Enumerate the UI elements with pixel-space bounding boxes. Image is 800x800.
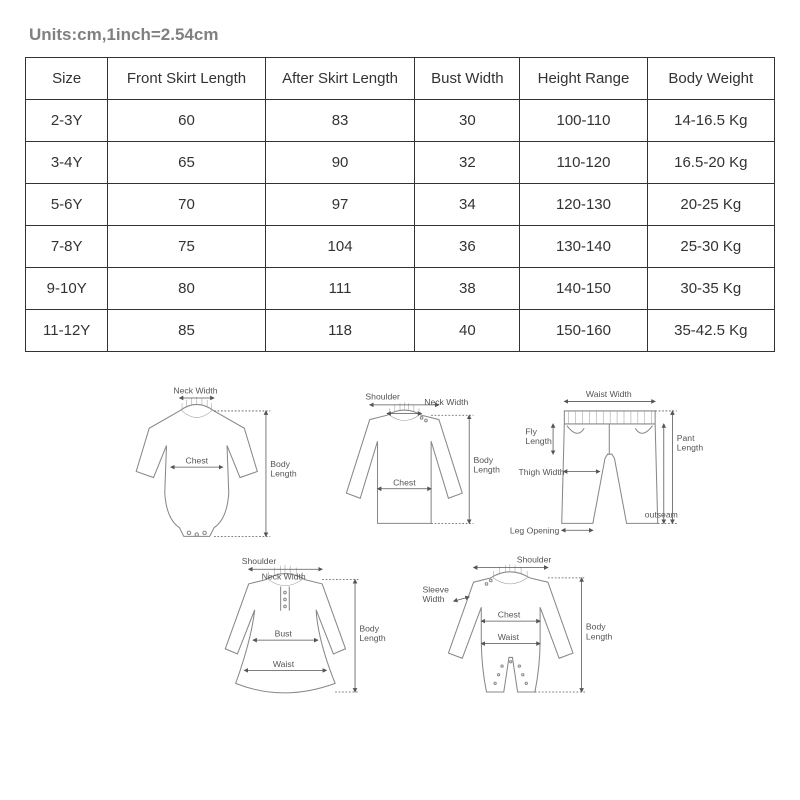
lbl-shoulder: Shoulder bbox=[365, 392, 400, 402]
table-row: 3-4Y659032110-12016.5-20 Kg bbox=[26, 142, 775, 184]
lbl-chest-3: Chest bbox=[498, 610, 521, 620]
romper-diagram: Shoulder SleeveWidth Chest Waist BodyLen… bbox=[422, 554, 612, 692]
cell: 60 bbox=[108, 100, 265, 142]
svg-text:BodyLength: BodyLength bbox=[359, 623, 386, 643]
cell: 104 bbox=[265, 226, 415, 268]
th-size: Size bbox=[26, 58, 108, 100]
lbl-outseam: outseam bbox=[645, 509, 678, 519]
cell: 100-110 bbox=[520, 100, 647, 142]
cell: 3-4Y bbox=[26, 142, 108, 184]
cell: 120-130 bbox=[520, 184, 647, 226]
size-chart-table: Size Front Skirt Length After Skirt Leng… bbox=[25, 57, 775, 352]
lbl-shoulder-2: Shoulder bbox=[242, 556, 277, 566]
lbl-chest: Chest bbox=[186, 456, 209, 466]
units-header: Units:cm,1inch=2.54cm bbox=[29, 25, 775, 45]
svg-text:BodyLength: BodyLength bbox=[586, 622, 613, 642]
cell: 35-42.5 Kg bbox=[647, 310, 774, 352]
pants-diagram: Waist Width FlyLength Thigh Width Leg Op… bbox=[510, 389, 704, 536]
lbl-bust: Bust bbox=[275, 629, 293, 639]
cell: 36 bbox=[415, 226, 520, 268]
svg-text:BodyLength: BodyLength bbox=[474, 455, 501, 475]
table-row: 7-8Y7510436130-14025-30 Kg bbox=[26, 226, 775, 268]
th-body-weight: Body Weight bbox=[647, 58, 774, 100]
cell: 30 bbox=[415, 100, 520, 142]
lbl-waist-2: Waist bbox=[498, 632, 520, 642]
cell: 11-12Y bbox=[26, 310, 108, 352]
tee-diagram: Shoulder Neck Width Chest BodyLength bbox=[346, 392, 500, 524]
lbl-chest-2: Chest bbox=[393, 477, 416, 487]
lbl-thigh: Thigh Width bbox=[518, 467, 564, 477]
cell: 80 bbox=[108, 268, 265, 310]
th-height-range: Height Range bbox=[520, 58, 647, 100]
cell: 9-10Y bbox=[26, 268, 108, 310]
cell: 110-120 bbox=[520, 142, 647, 184]
table-row: 11-12Y8511840150-16035-42.5 Kg bbox=[26, 310, 775, 352]
lbl-length: Length bbox=[270, 469, 297, 479]
bodysuit-diagram: Neck Width Chest BodyLength bbox=[136, 386, 297, 537]
svg-text:SleeveWidth: SleeveWidth bbox=[422, 585, 449, 605]
size-chart-body: 2-3Y608330100-11014-16.5 Kg3-4Y659032110… bbox=[26, 100, 775, 352]
th-bust-width: Bust Width bbox=[415, 58, 520, 100]
cell: 150-160 bbox=[520, 310, 647, 352]
cell: 40 bbox=[415, 310, 520, 352]
table-row: 2-3Y608330100-11014-16.5 Kg bbox=[26, 100, 775, 142]
cell: 90 bbox=[265, 142, 415, 184]
cell: 25-30 Kg bbox=[647, 226, 774, 268]
svg-text:PantLength: PantLength bbox=[677, 433, 704, 453]
cell: 130-140 bbox=[520, 226, 647, 268]
lbl-shoulder-3: Shoulder bbox=[517, 554, 552, 564]
lbl-waist: Waist bbox=[273, 659, 295, 669]
lbl-waist-width: Waist Width bbox=[586, 389, 632, 399]
lbl-body: Body bbox=[270, 459, 290, 469]
cell: 14-16.5 Kg bbox=[647, 100, 774, 142]
cell: 97 bbox=[265, 184, 415, 226]
cell: 140-150 bbox=[520, 268, 647, 310]
cell: 30-35 Kg bbox=[647, 268, 774, 310]
cell: 16.5-20 Kg bbox=[647, 142, 774, 184]
cell: 20-25 Kg bbox=[647, 184, 774, 226]
table-row: 9-10Y8011138140-15030-35 Kg bbox=[26, 268, 775, 310]
lbl-neckw-3: Neck Width bbox=[262, 572, 306, 582]
measurement-diagrams: Neck Width Chest BodyLength Shoulder Nec… bbox=[25, 380, 775, 710]
cell: 5-6Y bbox=[26, 184, 108, 226]
cell: 83 bbox=[265, 100, 415, 142]
svg-text:FlyLength: FlyLength bbox=[525, 426, 552, 446]
table-row: 5-6Y709734120-13020-25 Kg bbox=[26, 184, 775, 226]
lbl-neck-width-2: Neck Width bbox=[424, 397, 468, 407]
th-front-skirt: Front Skirt Length bbox=[108, 58, 265, 100]
cell: 38 bbox=[415, 268, 520, 310]
cell: 111 bbox=[265, 268, 415, 310]
lbl-leg-open: Leg Opening bbox=[510, 526, 560, 536]
cell: 32 bbox=[415, 142, 520, 184]
svg-text:BodyLength: BodyLength bbox=[270, 459, 297, 479]
cell: 7-8Y bbox=[26, 226, 108, 268]
cell: 85 bbox=[108, 310, 265, 352]
cell: 34 bbox=[415, 184, 520, 226]
cell: 2-3Y bbox=[26, 100, 108, 142]
cell: 65 bbox=[108, 142, 265, 184]
cell: 75 bbox=[108, 226, 265, 268]
dress-diagram: Shoulder Neck Width Bust Waist BodyLengt… bbox=[225, 556, 386, 693]
lbl-neck-width: Neck Width bbox=[173, 386, 217, 396]
th-after-skirt: After Skirt Length bbox=[265, 58, 415, 100]
cell: 70 bbox=[108, 184, 265, 226]
cell: 118 bbox=[265, 310, 415, 352]
diagrams-svg: Neck Width Chest BodyLength Shoulder Nec… bbox=[80, 380, 720, 710]
